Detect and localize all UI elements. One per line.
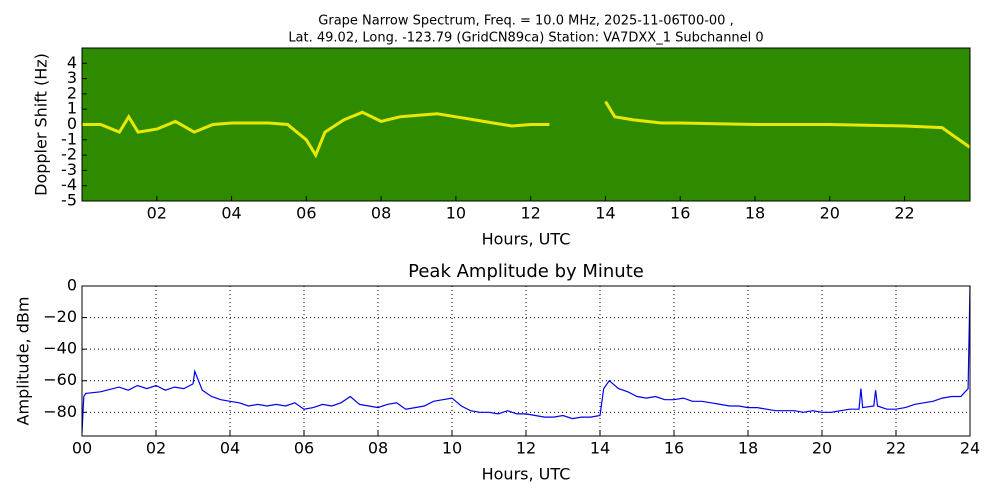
x-tick-label: 22 (886, 439, 906, 458)
y-axis-label: Amplitude, dBm (14, 297, 33, 426)
x-axis-label: Hours, UTC (482, 230, 571, 249)
chart-title: Lat. 49.02, Long. -123.79 (GridCN89ca) S… (288, 31, 763, 46)
y-tick-label: 1 (67, 99, 77, 118)
y-tick-label: −40 (43, 339, 77, 358)
x-tick-label: 20 (812, 439, 832, 458)
x-tick-label: 12 (520, 204, 540, 223)
x-tick-label: 20 (820, 204, 840, 223)
plot-frame (81, 285, 971, 437)
y-tick-label: -3 (61, 160, 77, 179)
y-tick-label: 0 (67, 114, 77, 133)
x-tick-label: 10 (442, 439, 462, 458)
x-tick-label: 02 (146, 439, 166, 458)
y-tick-label: -4 (61, 175, 77, 194)
x-tick-label: 06 (294, 439, 314, 458)
x-tick-label: 06 (296, 204, 316, 223)
y-tick-label: -1 (61, 129, 77, 148)
x-tick-label: 18 (745, 204, 765, 223)
x-tick-label: 08 (371, 204, 391, 223)
x-tick-label: 12 (516, 439, 536, 458)
y-tick-label: -5 (61, 191, 77, 210)
plot-frame (81, 47, 971, 202)
y-tick-label: −80 (43, 402, 77, 421)
data-line (82, 100, 971, 159)
x-tick-label: 16 (664, 439, 684, 458)
chart-title: Peak Amplitude by Minute (408, 261, 644, 282)
data-line (81, 285, 971, 433)
y-tick-label: 0 (67, 276, 77, 295)
y-axis-label: Doppler Shift (Hz) (32, 53, 51, 196)
x-tick-label: 04 (220, 439, 240, 458)
x-tick-label: 14 (590, 439, 610, 458)
x-tick-label: 24 (960, 439, 980, 458)
x-tick-label: 22 (894, 204, 914, 223)
x-tick-label: 18 (738, 439, 758, 458)
chart-title: Grape Narrow Spectrum, Freq. = 10.0 MHz,… (318, 14, 733, 29)
y-tick-label: -2 (61, 145, 77, 164)
x-tick-label: 02 (147, 204, 167, 223)
y-tick-label: 3 (67, 68, 77, 87)
x-axis-label: Hours, UTC (482, 465, 571, 484)
x-tick-label: 04 (221, 204, 241, 223)
x-tick-label: 08 (368, 439, 388, 458)
y-tick-label: 4 (67, 53, 77, 72)
y-tick-label: −60 (43, 370, 77, 389)
y-tick-label: −20 (43, 307, 77, 326)
x-tick-label: 14 (595, 204, 615, 223)
x-tick-label: 16 (670, 204, 690, 223)
y-tick-label: 2 (67, 83, 77, 102)
x-tick-label: 00 (72, 439, 92, 458)
x-tick-label: 10 (446, 204, 466, 223)
